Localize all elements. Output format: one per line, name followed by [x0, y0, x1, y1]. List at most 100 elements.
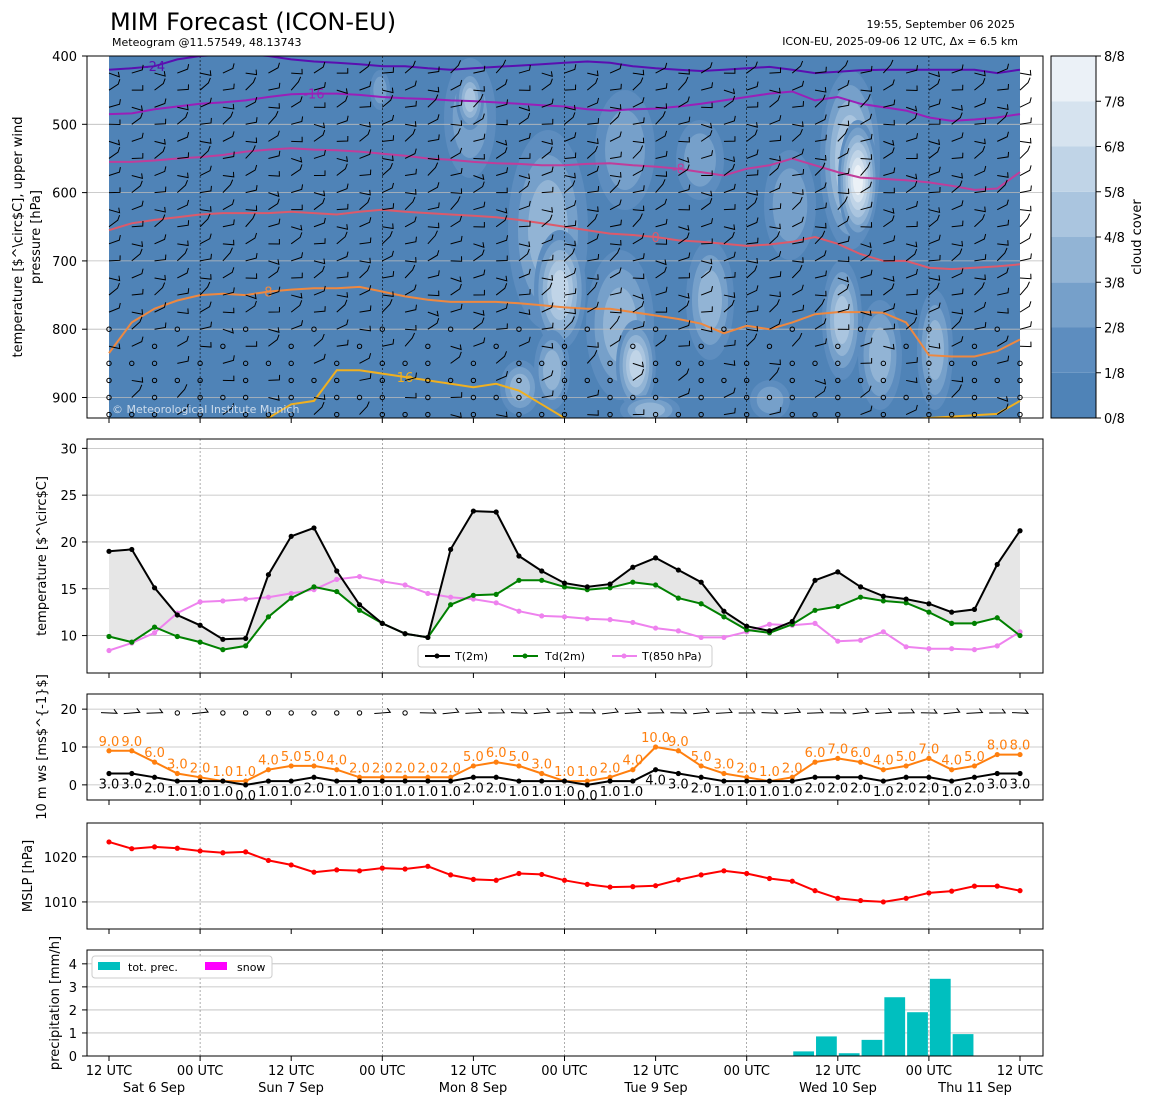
- mean-wind-point: [129, 770, 135, 777]
- wind-barb: [473, 317, 485, 330]
- wind-barb-calm: [698, 360, 704, 367]
- wind-barb: [655, 334, 667, 347]
- wind-barb: [769, 299, 780, 313]
- wind-barb: [647, 708, 665, 714]
- wind-barb: [427, 94, 439, 108]
- wind-barb: [108, 167, 121, 177]
- gust-point: [744, 774, 750, 780]
- wind-barb: [336, 95, 348, 108]
- wind-barb: [268, 191, 280, 198]
- wind-barb: [1011, 708, 1030, 714]
- wind-barb: [359, 257, 371, 264]
- mean-wind-value-label: 0.0: [577, 789, 598, 804]
- wind-barb: [723, 115, 736, 125]
- pressure-frame: [86, 822, 1044, 930]
- wind-barb: [860, 133, 873, 142]
- t2m-point: [584, 584, 590, 590]
- wind-barb-calm: [812, 360, 818, 367]
- wind-barb: [268, 82, 281, 91]
- td2m-point: [630, 579, 636, 585]
- wind-barb: [723, 204, 736, 211]
- wind-barb: [199, 321, 212, 330]
- wind-barb-calm: [880, 394, 887, 401]
- wind-barb: [313, 238, 326, 245]
- wind-barb: [723, 163, 735, 176]
- mslp-point: [379, 865, 385, 871]
- wind-barb: [928, 166, 941, 176]
- time-tick-label: 00 UTC: [723, 1064, 769, 1079]
- wind-barb: [906, 85, 918, 92]
- wind-barb: [177, 64, 190, 74]
- wind-barb: [222, 103, 235, 110]
- gust-point: [288, 763, 294, 769]
- wind-barb: [723, 271, 736, 279]
- wind-barb-calm: [880, 360, 887, 367]
- wind-barb: [769, 163, 781, 176]
- wind-barb: [906, 357, 918, 364]
- mean-wind-point: [288, 778, 294, 784]
- cloud-cover-colorbar: 0/8 1/8 2/8 3/8 4/8 5/8 6/8 7/8 8/8 cloud cover: [1050, 50, 1145, 427]
- isotherm-label: -16: [303, 88, 324, 103]
- wind-barb: [1019, 97, 1032, 108]
- colorbar-tick-label: 2/8: [1104, 322, 1125, 337]
- wind-barb: [814, 182, 827, 194]
- mean-wind-value-label: 1.0: [941, 785, 962, 800]
- wind-barb: [359, 237, 372, 245]
- wind-barb: [837, 100, 850, 108]
- wind-barb: [905, 173, 918, 180]
- gust-value-label: 2.0: [372, 761, 393, 776]
- gust-value-label: 6.0: [805, 746, 826, 761]
- wind-barb: [518, 64, 531, 74]
- figure-subtitle: Meteogram @11.57549, 48.13743: [112, 36, 302, 49]
- mean-wind-value-label: 1.0: [213, 785, 234, 800]
- wind-barb: [905, 112, 918, 125]
- wind-barb: [381, 299, 393, 313]
- mean-wind-value-label: 1.0: [326, 785, 347, 800]
- wind-barb: [199, 77, 211, 91]
- t2m-point: [653, 555, 659, 561]
- mslp-point: [334, 867, 340, 873]
- wind-barb: [587, 342, 599, 348]
- mslp-point: [402, 866, 408, 872]
- wind-barb: [951, 268, 964, 279]
- t2m-point: [129, 546, 135, 553]
- wind-barb: [177, 172, 189, 179]
- t850-point: [379, 578, 385, 584]
- td2m-point: [926, 609, 932, 615]
- precipitation-frame: [86, 949, 1044, 1057]
- gust-point: [971, 763, 978, 769]
- wind-barb: [222, 287, 235, 296]
- wind-barb-calm: [106, 360, 112, 367]
- wind-barb: [199, 233, 212, 245]
- gust-point: [675, 748, 681, 754]
- wind-barb-calm: [379, 377, 385, 384]
- wind-barb: [290, 164, 303, 176]
- wind-barb: [154, 214, 166, 228]
- mslp-point: [220, 850, 226, 856]
- t850-point: [766, 621, 773, 627]
- wind-barb: [624, 708, 642, 715]
- td2m-point: [516, 577, 522, 583]
- gust-point: [835, 755, 841, 761]
- wind-barb: [564, 152, 577, 159]
- wind-barb: [450, 392, 463, 399]
- wind-barb-calm: [356, 343, 363, 349]
- isotherm-label: -24: [144, 60, 165, 75]
- t850-point: [106, 647, 112, 654]
- gust-value-label: 9.0: [121, 735, 142, 750]
- wind-barb: [496, 99, 509, 108]
- mean-wind-point: [675, 770, 681, 777]
- t2m-point: [539, 568, 545, 574]
- wind-barb-calm: [334, 360, 340, 367]
- wind-barb: [473, 337, 486, 347]
- wind-barb: [108, 234, 121, 245]
- plot-background: [87, 823, 1043, 929]
- y-tick-label: 4: [69, 958, 77, 973]
- colorbar-frame: [1050, 55, 1097, 419]
- td2m-point: [561, 584, 568, 590]
- mean-wind-value-label: 1.0: [395, 785, 416, 800]
- gust-value-label: 5.0: [691, 750, 712, 765]
- t2m-point: [630, 564, 636, 570]
- wind-barb: [951, 180, 963, 193]
- wind-barb: [997, 396, 1009, 403]
